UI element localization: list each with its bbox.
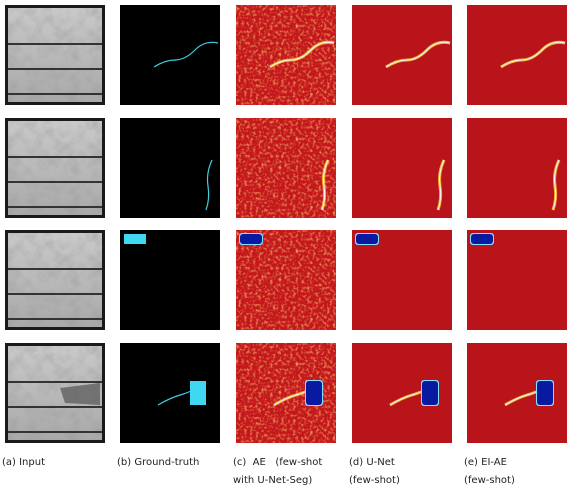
busbar [8, 181, 102, 183]
caption: (c) AE (few-shot [233, 457, 322, 468]
defect-core [537, 381, 553, 405]
image-panel [120, 343, 220, 443]
heatmap-bg [352, 230, 452, 330]
image-panel [236, 5, 336, 105]
caption: with U-Net-Seg) [233, 475, 312, 486]
image-panel [467, 118, 567, 218]
defect-core [356, 234, 378, 244]
busbar [8, 93, 102, 95]
image-panel [467, 5, 567, 105]
crack-core [437, 159, 445, 211]
heatmap-bg [467, 5, 567, 105]
heatmap-bg [352, 5, 452, 105]
caption: (few-shot) [464, 475, 515, 486]
heatmap-bg [467, 230, 567, 330]
defect-mask [190, 381, 206, 405]
defect-core [422, 381, 438, 405]
heatmap-noise [236, 230, 336, 330]
busbar [8, 156, 102, 158]
image-panel [352, 118, 452, 218]
crack-mask [157, 390, 191, 406]
caption: (e) EI-AE [464, 457, 507, 468]
defect-core [306, 381, 322, 405]
mask-bg [120, 230, 220, 330]
caption: (d) U-Net [349, 457, 395, 468]
heatmap-noise [236, 118, 336, 218]
solar-cell-texture [8, 121, 102, 215]
busbar [8, 68, 102, 70]
dark-region [60, 383, 100, 405]
caption: (few-shot) [349, 475, 400, 486]
image-panel [5, 343, 105, 443]
image-panel [352, 230, 452, 330]
busbar [8, 431, 102, 433]
busbar [8, 293, 102, 295]
crack-core [500, 41, 566, 68]
image-panel [236, 230, 336, 330]
busbar [8, 43, 102, 45]
image-panel [5, 118, 105, 218]
image-panel [352, 5, 452, 105]
image-panel [352, 343, 452, 443]
busbar [8, 381, 102, 383]
solar-cell-texture [8, 233, 102, 327]
image-panel [467, 343, 567, 443]
image-panel [236, 343, 336, 443]
defect-mask [124, 234, 146, 244]
image-panel [120, 5, 220, 105]
mask-bg [120, 5, 220, 105]
image-panel [120, 230, 220, 330]
busbar [8, 206, 102, 208]
defect-core [471, 234, 493, 244]
image-panel [5, 5, 105, 105]
crack-core [269, 41, 335, 68]
busbar [8, 268, 102, 270]
mask-bg [120, 118, 220, 218]
heatmap-noise [236, 5, 336, 105]
crack-core [552, 159, 560, 211]
crack-mask [153, 41, 219, 68]
image-panel [236, 118, 336, 218]
caption: (a) Input [2, 457, 45, 468]
crack-mask [205, 159, 213, 211]
busbar [8, 406, 102, 408]
caption: (b) Ground-truth [117, 457, 199, 468]
image-panel [467, 230, 567, 330]
image-panel [120, 118, 220, 218]
busbar [8, 318, 102, 320]
defect-core [240, 234, 262, 244]
heatmap-bg [352, 118, 452, 218]
crack-core [385, 41, 451, 68]
crack-core [321, 159, 329, 211]
heatmap-bg [467, 118, 567, 218]
solar-cell-texture [8, 8, 102, 102]
image-panel [5, 230, 105, 330]
